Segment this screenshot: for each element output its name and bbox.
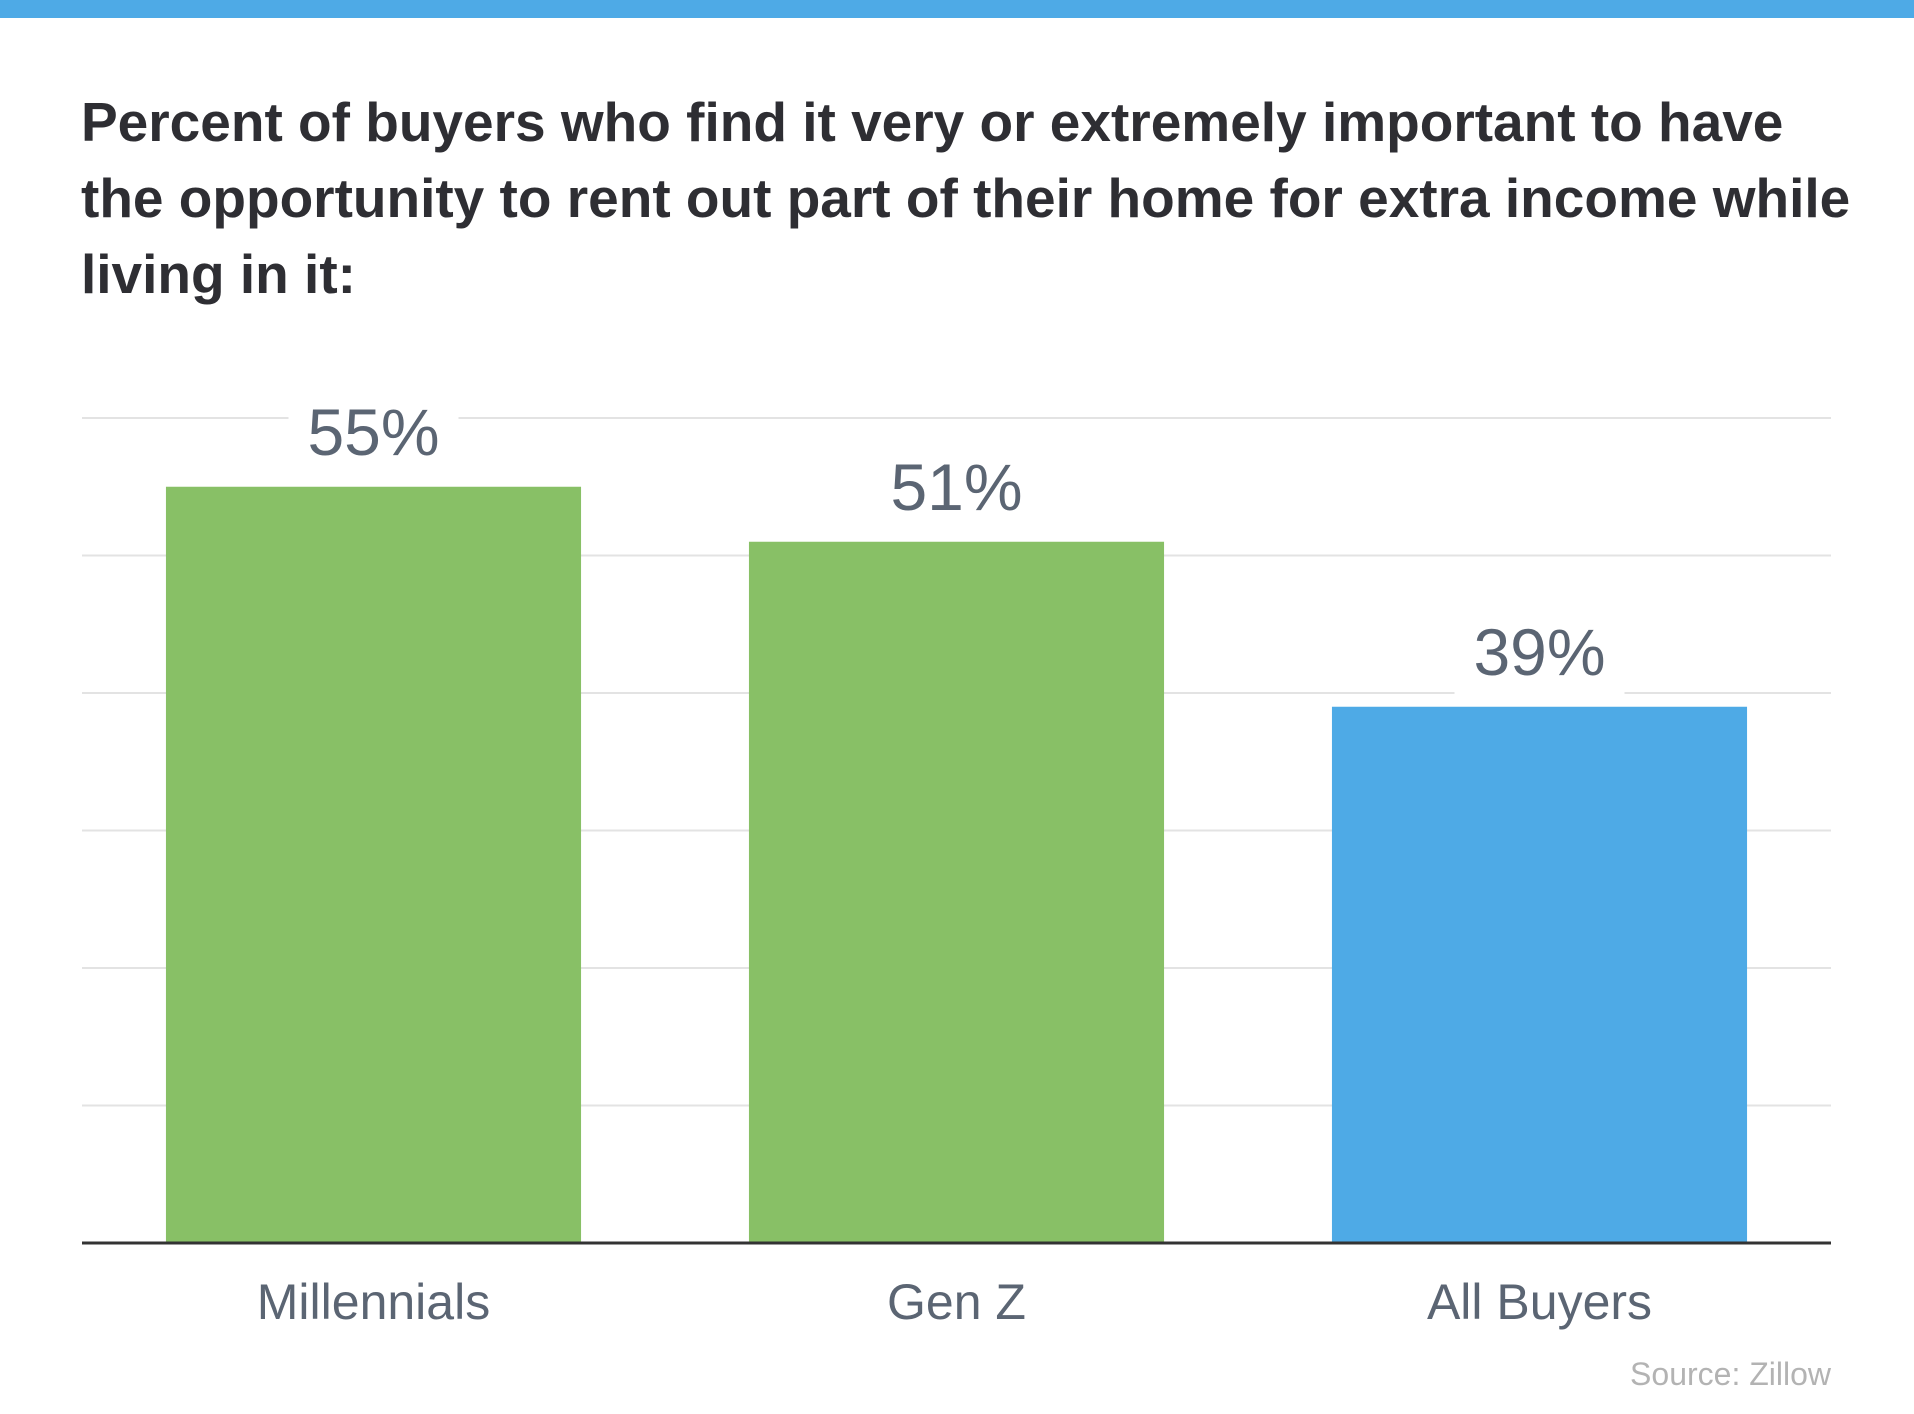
source: Source: Zillow: [1630, 1356, 1832, 1392]
value-label-bg: [288, 396, 459, 477]
value-label: 51%: [890, 450, 1022, 524]
x-tick-label: Millennials: [257, 1274, 490, 1330]
value-label: 55%: [307, 395, 439, 469]
bar: [748, 541, 1165, 1243]
bar: [1331, 706, 1748, 1243]
value-label-bg: [871, 451, 1042, 532]
x-tick-label: Gen Z: [887, 1274, 1026, 1330]
bar: [165, 486, 582, 1243]
value-label-bg: [1454, 616, 1625, 697]
chart-title: Percent of buyers who find it very or ex…: [81, 91, 1851, 305]
top-bar: [0, 0, 1914, 18]
value-label: 39%: [1473, 615, 1605, 689]
x-tick-label: All Buyers: [1427, 1274, 1652, 1330]
